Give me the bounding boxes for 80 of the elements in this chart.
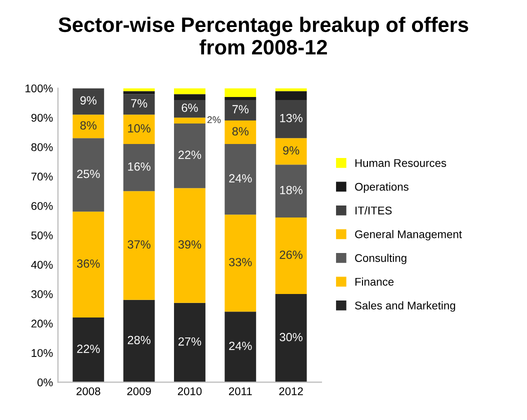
bar <box>123 144 155 192</box>
bar <box>174 302 206 382</box>
bar <box>174 118 206 124</box>
y-tick-label: 0% <box>37 378 53 386</box>
y-tick-label: 100% <box>26 84 53 92</box>
bar <box>123 94 155 115</box>
bar <box>72 114 104 138</box>
bar <box>123 91 155 94</box>
data-label: 22% <box>77 344 100 353</box>
y-tick-label: 30% <box>31 290 53 298</box>
chart-title: Sector-wise Percentage breakup of offers from 2008-12 <box>58 16 468 55</box>
bar <box>224 88 256 98</box>
data-label: 24% <box>229 174 252 182</box>
bar <box>174 100 206 118</box>
data-label: 36% <box>77 259 100 268</box>
data-label: 9% <box>283 146 300 155</box>
bar <box>275 294 307 382</box>
data-label: 8% <box>80 121 96 130</box>
data-label: 33% <box>229 258 252 266</box>
bar <box>174 94 206 100</box>
bar <box>72 212 104 318</box>
legend-label: Sales and Marketing <box>355 301 456 312</box>
bar <box>123 300 155 382</box>
data-label: 10% <box>128 124 150 133</box>
legend-label: IT/ITES <box>356 206 392 214</box>
x-tick-label: 2010 <box>178 387 202 396</box>
y-tick-label: 40% <box>31 260 53 269</box>
bar <box>224 214 256 312</box>
y-tick-label: 50% <box>31 231 53 240</box>
x-tick-label: 2012 <box>279 387 303 396</box>
data-label: 24% <box>229 342 252 350</box>
data-label: 7% <box>131 99 148 108</box>
y-tick-label: 80% <box>31 143 53 152</box>
data-label: 37% <box>128 240 150 249</box>
bar <box>174 123 206 188</box>
data-label: 25% <box>77 170 100 178</box>
data-label: 30% <box>280 332 302 342</box>
y-tick-label: 90% <box>31 114 53 122</box>
legend-label: Human Resources <box>355 159 446 167</box>
bar <box>72 88 104 115</box>
bar <box>224 120 256 144</box>
bar <box>174 188 206 303</box>
bar <box>224 144 256 215</box>
data-label: 26% <box>280 250 302 259</box>
y-tick-label: 10% <box>32 349 53 357</box>
data-label: 9% <box>80 96 96 105</box>
data-label: 27% <box>178 337 202 346</box>
bar <box>72 138 104 212</box>
x-tick-label: 2011 <box>229 387 252 396</box>
bar <box>275 138 307 165</box>
data-label: 28% <box>128 336 150 344</box>
bar <box>275 218 307 294</box>
bar <box>224 312 256 382</box>
x-tick-label: 2008 <box>76 387 100 396</box>
data-label: 18% <box>280 186 302 194</box>
legend-label: Consulting <box>355 254 406 264</box>
data-label: 16% <box>128 162 150 171</box>
data-label: 7% <box>232 105 249 114</box>
bar <box>224 100 256 121</box>
bar <box>72 318 104 382</box>
data-label: 13% <box>280 114 302 122</box>
legend-label: Operations <box>355 182 408 193</box>
y-tick-label: 60% <box>31 202 53 210</box>
legend-label: General Management <box>355 230 462 240</box>
bar <box>275 91 307 100</box>
data-label: 8% <box>232 127 249 136</box>
data-label: 22% <box>178 150 202 159</box>
bar <box>123 114 155 144</box>
bar <box>174 88 206 94</box>
data-label: 39% <box>178 240 202 249</box>
data-label: 6% <box>182 104 198 112</box>
y-tick-label: 20% <box>31 320 53 328</box>
data-label: 2% <box>207 116 221 124</box>
bar <box>224 97 256 100</box>
legend-label: Finance <box>355 278 394 286</box>
y-tick-label: 70% <box>31 172 53 181</box>
x-tick-label: 2009 <box>127 387 151 396</box>
bar <box>275 100 307 138</box>
bar <box>275 164 307 218</box>
bar <box>123 191 155 300</box>
